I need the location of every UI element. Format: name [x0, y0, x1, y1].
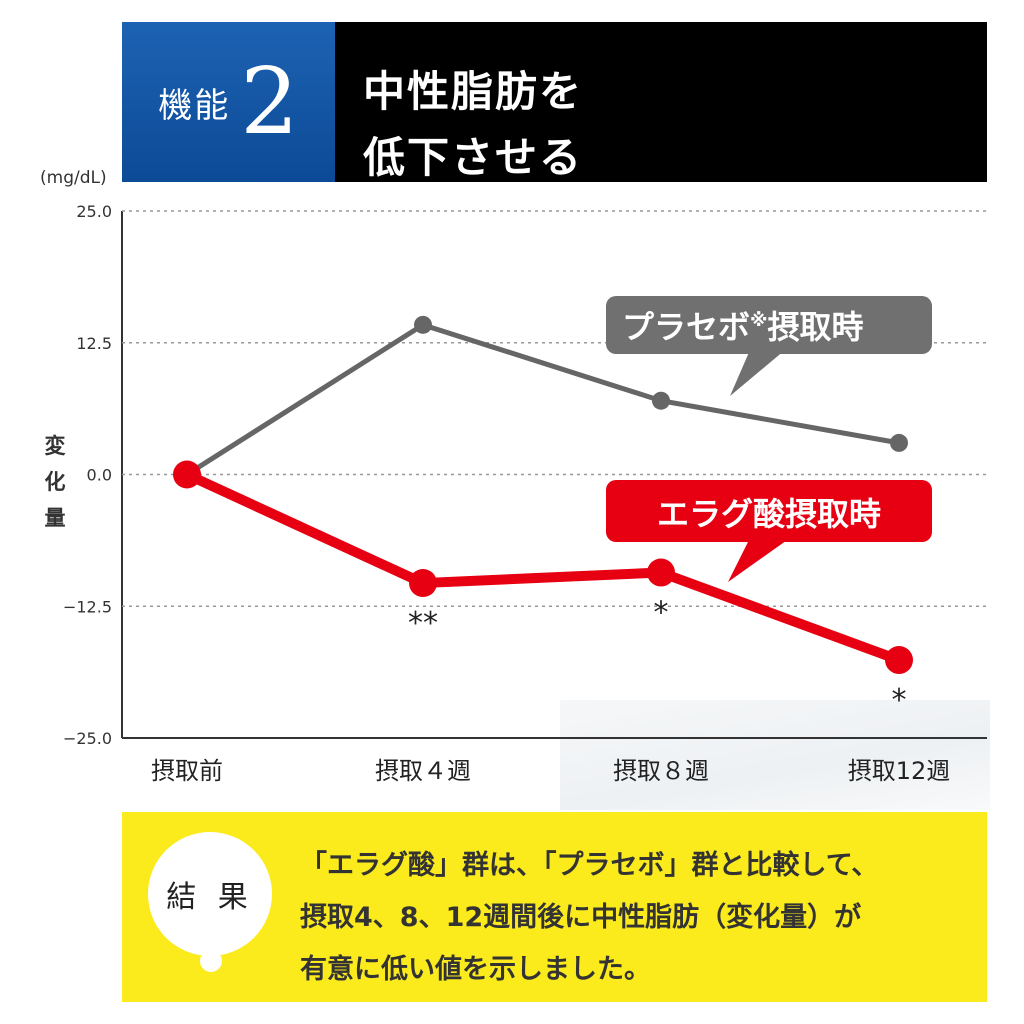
- function-badge: 機能 2: [122, 22, 335, 182]
- y-axis-unit: (mg/dL): [40, 168, 107, 188]
- y-axis-label: 変化量: [44, 434, 66, 530]
- placebo-callout: [606, 296, 932, 354]
- title-line-1: 中性脂肪を: [363, 67, 584, 116]
- placebo-line: [185, 322, 900, 477]
- significance-mark: *: [892, 683, 907, 718]
- y-tick-label: −25.0: [63, 729, 112, 748]
- ellagic-point: [173, 460, 201, 489]
- ellagic-point: [885, 646, 913, 675]
- y-tick-label: −12.5: [63, 597, 112, 616]
- ellagic-line: [184, 469, 901, 665]
- y-tick-label: 0.0: [87, 466, 112, 485]
- x-tick-label: 摂取12週: [848, 757, 951, 785]
- y-tick-label: 25.0: [76, 202, 112, 221]
- ellagic-callout-tail: [728, 538, 790, 582]
- x-tick-label: 摂取８週: [613, 757, 709, 785]
- result-line-1: 「エラグ酸」群は、「プラセボ」群と比較して、: [300, 850, 879, 881]
- title-line-2: 低下させる: [363, 133, 584, 182]
- function-badge-number: 2: [240, 48, 299, 155]
- result-line-3: 有意に低い値を示しました。: [300, 954, 651, 985]
- significance-mark: **: [408, 606, 438, 641]
- result-line-2: 摂取4、8、12週間後に中性脂肪（変化量）が: [300, 902, 862, 933]
- title-block: 中性脂肪を 低下させる: [335, 22, 987, 182]
- function-badge-label: 機能: [158, 85, 231, 126]
- placebo-callout-tail: [730, 350, 785, 396]
- ellagic-callout-label: エラグ酸摂取時: [657, 495, 881, 533]
- placebo-point: [414, 315, 432, 334]
- result-bubble-tail: [200, 950, 222, 972]
- background-paper: [560, 700, 990, 810]
- significance-mark: *: [654, 596, 669, 631]
- placebo-point: [652, 391, 670, 410]
- result-bubble: 結 果: [148, 832, 272, 956]
- ellagic-callout: [606, 480, 932, 542]
- x-tick-label: 摂取前: [151, 757, 223, 785]
- ellagic-point: [409, 569, 437, 598]
- result-text: 「エラグ酸」群は、「プラセボ」群と比較して、 摂取4、8、12週間後に中性脂肪（…: [300, 840, 970, 996]
- y-tick-label: 12.5: [76, 334, 112, 353]
- ellagic-point: [647, 558, 675, 587]
- placebo-callout-label: プラセボ※摂取時: [622, 308, 864, 346]
- x-tick-label: 摂取４週: [375, 757, 471, 785]
- placebo-point: [890, 433, 908, 452]
